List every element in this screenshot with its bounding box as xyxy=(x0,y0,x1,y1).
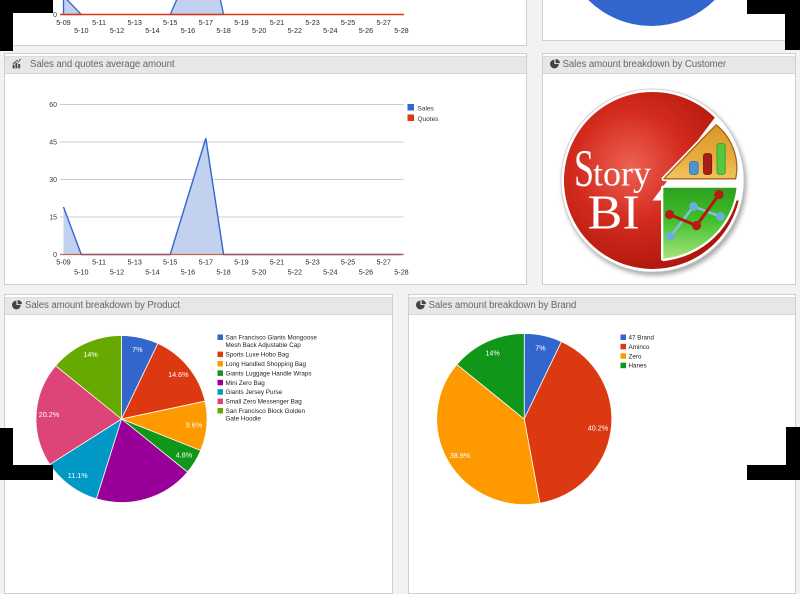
svg-text:5-17: 5-17 xyxy=(199,18,213,27)
svg-text:0: 0 xyxy=(53,252,57,259)
svg-text:Quotes: Quotes xyxy=(418,116,440,123)
svg-text:5-21: 5-21 xyxy=(270,258,284,267)
svg-text:5-21: 5-21 xyxy=(270,18,284,27)
svg-text:5-24: 5-24 xyxy=(323,268,337,277)
svg-text:5-27: 5-27 xyxy=(377,258,391,267)
svg-text:7%: 7% xyxy=(535,343,546,352)
svg-text:14%: 14% xyxy=(83,350,98,359)
svg-text:5-18: 5-18 xyxy=(216,26,230,35)
svg-text:Small Zero Messenger Bag: Small Zero Messenger Bag xyxy=(226,398,303,405)
svg-text:5-10: 5-10 xyxy=(74,268,88,277)
svg-text:30: 30 xyxy=(49,177,57,184)
svg-text:5-28: 5-28 xyxy=(394,268,408,277)
svg-text:5-20: 5-20 xyxy=(252,268,266,277)
svg-text:5-19: 5-19 xyxy=(234,258,248,267)
svg-text:5-15: 5-15 xyxy=(163,18,177,27)
svg-text:Sports Luxe Hobo Bag: Sports Luxe Hobo Bag xyxy=(226,351,290,358)
svg-text:14%: 14% xyxy=(485,348,500,357)
svg-text:5-23: 5-23 xyxy=(305,18,319,27)
svg-text:15: 15 xyxy=(49,215,57,222)
svg-text:5-25: 5-25 xyxy=(341,258,355,267)
svg-text:4.8%: 4.8% xyxy=(176,450,193,459)
svg-text:5-26: 5-26 xyxy=(359,26,373,35)
svg-text:40.2%: 40.2% xyxy=(587,423,608,432)
svg-text:7%: 7% xyxy=(132,345,143,354)
svg-text:5-19: 5-19 xyxy=(234,18,248,27)
svg-text:14.6%: 14.6% xyxy=(168,370,189,379)
svg-text:Giants Jersey Purse: Giants Jersey Purse xyxy=(226,389,283,396)
svg-text:5-11: 5-11 xyxy=(92,18,106,27)
svg-text:5-15: 5-15 xyxy=(163,258,177,267)
svg-text:45: 45 xyxy=(49,140,57,147)
svg-text:Aminco: Aminco xyxy=(628,343,649,350)
svg-text:Gate Hoodie: Gate Hoodie xyxy=(226,415,262,422)
svg-text:47 Brand: 47 Brand xyxy=(628,334,654,341)
svg-text:5-09: 5-09 xyxy=(56,258,70,267)
svg-text:5-25: 5-25 xyxy=(341,18,355,27)
svg-text:5-09: 5-09 xyxy=(56,18,70,27)
svg-text:5-22: 5-22 xyxy=(288,268,302,277)
svg-text:5-18: 5-18 xyxy=(216,268,230,277)
svg-text:5-24: 5-24 xyxy=(323,26,337,35)
svg-text:38.9%: 38.9% xyxy=(449,451,470,460)
svg-text:5-16: 5-16 xyxy=(181,268,195,277)
svg-text:BI: BI xyxy=(587,185,639,240)
svg-text:San Francisco Block Golden: San Francisco Block Golden xyxy=(226,408,306,415)
svg-text:Hanes: Hanes xyxy=(628,362,646,369)
svg-text:5-14: 5-14 xyxy=(145,26,159,35)
svg-text:5-22: 5-22 xyxy=(288,26,302,35)
svg-text:Mini Zero Bag: Mini Zero Bag xyxy=(226,379,266,386)
svg-text:5-13: 5-13 xyxy=(128,18,142,27)
svg-text:5-17: 5-17 xyxy=(199,258,213,267)
svg-text:5-11: 5-11 xyxy=(92,258,106,267)
svg-text:5-10: 5-10 xyxy=(74,26,88,35)
svg-text:5-12: 5-12 xyxy=(110,26,124,35)
svg-text:11.1%: 11.1% xyxy=(68,471,88,480)
svg-text:5-26: 5-26 xyxy=(359,268,373,277)
svg-text:S: S xyxy=(574,140,594,198)
svg-text:Zero: Zero xyxy=(628,353,641,360)
svg-text:5-14: 5-14 xyxy=(145,268,159,277)
svg-text:5-23: 5-23 xyxy=(305,258,319,267)
svg-text:5-13: 5-13 xyxy=(128,258,142,267)
svg-text:5-16: 5-16 xyxy=(181,26,195,35)
svg-text:Sales: Sales xyxy=(418,106,435,113)
svg-text:9.6%: 9.6% xyxy=(186,420,203,429)
svg-text:tory: tory xyxy=(593,154,651,194)
svg-text:Giants Luggage Handle Wraps: Giants Luggage Handle Wraps xyxy=(226,370,312,377)
svg-text:20.2%: 20.2% xyxy=(39,410,60,419)
svg-text:Long Handled Shopping Bag: Long Handled Shopping Bag xyxy=(226,361,307,368)
svg-text:San Francisco Giants Mongoose: San Francisco Giants Mongoose xyxy=(226,334,318,341)
svg-text:5-27: 5-27 xyxy=(377,18,391,27)
svg-text:5-28: 5-28 xyxy=(394,26,408,35)
svg-text:5-20: 5-20 xyxy=(252,26,266,35)
svg-text:0: 0 xyxy=(53,12,57,19)
svg-text:Mesh Back Adjustable Cap: Mesh Back Adjustable Cap xyxy=(226,342,302,349)
svg-text:5-12: 5-12 xyxy=(110,268,124,277)
svg-text:60: 60 xyxy=(49,102,57,109)
